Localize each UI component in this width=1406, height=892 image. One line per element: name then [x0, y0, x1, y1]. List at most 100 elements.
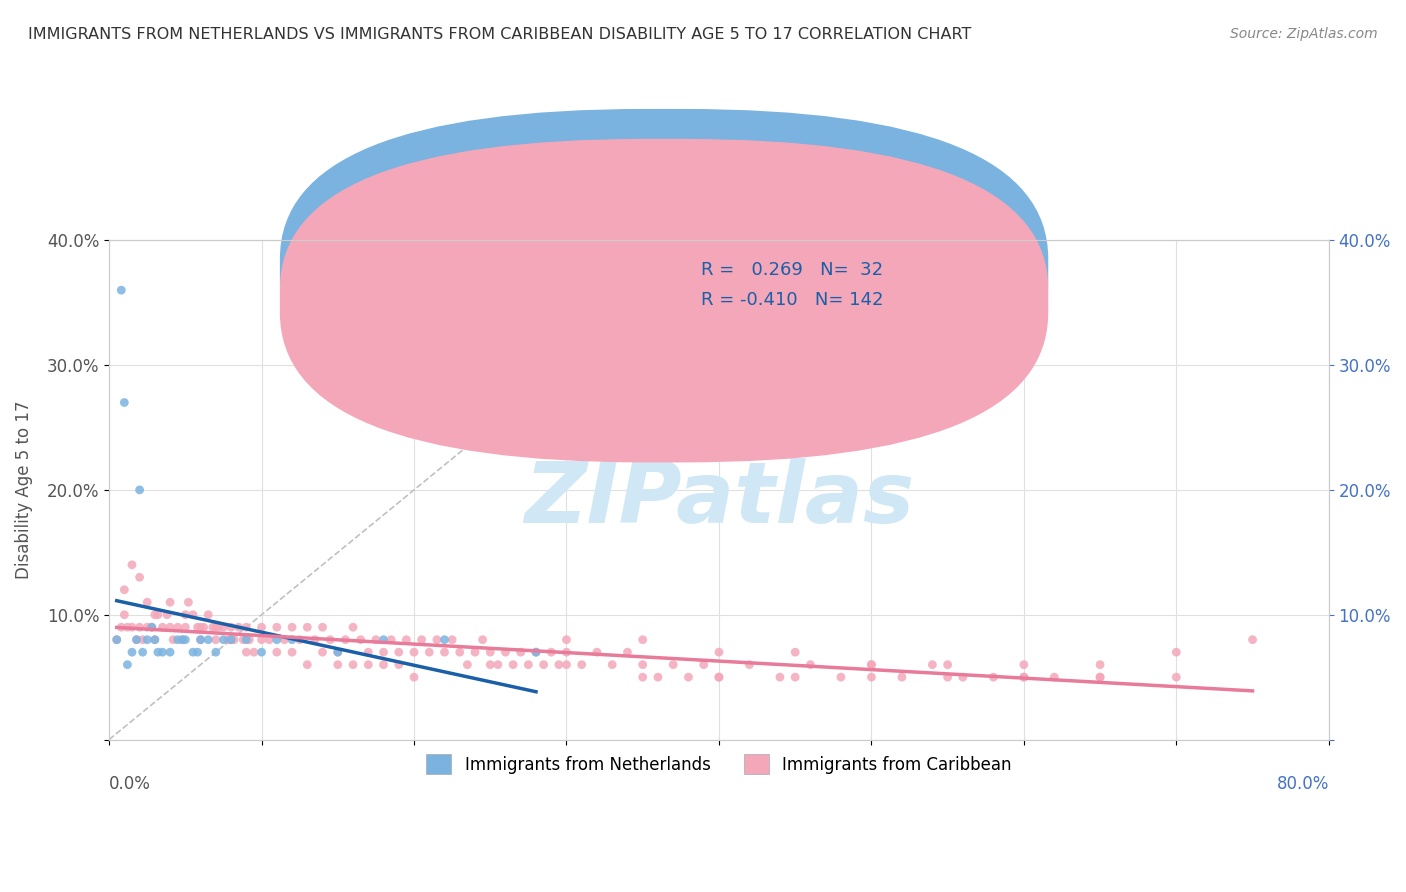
Point	[441, 632, 464, 647]
Point	[707, 670, 730, 684]
Point	[143, 607, 166, 622]
Point	[190, 632, 212, 647]
Point	[1088, 670, 1111, 684]
Point	[555, 645, 578, 659]
Point	[212, 632, 235, 647]
Point	[117, 657, 139, 672]
Point	[162, 632, 184, 647]
Point	[319, 632, 342, 647]
FancyBboxPatch shape	[280, 139, 1049, 462]
Point	[177, 595, 200, 609]
FancyBboxPatch shape	[621, 248, 1012, 325]
Point	[152, 620, 174, 634]
Point	[662, 657, 685, 672]
Point	[464, 645, 486, 659]
Point	[738, 657, 761, 672]
Point	[1166, 670, 1188, 684]
FancyBboxPatch shape	[280, 109, 1049, 433]
Point	[426, 632, 449, 647]
Point	[159, 595, 181, 609]
Point	[547, 657, 569, 672]
Point	[186, 645, 208, 659]
Point	[219, 632, 242, 647]
Point	[235, 645, 257, 659]
Point	[373, 645, 395, 659]
Point	[136, 632, 159, 647]
Point	[517, 657, 540, 672]
Point	[983, 670, 1005, 684]
Point	[449, 645, 471, 659]
Point	[125, 632, 148, 647]
Point	[936, 657, 959, 672]
Point	[486, 657, 509, 672]
Point	[707, 645, 730, 659]
Text: ZIPatlas: ZIPatlas	[524, 458, 914, 541]
Point	[156, 607, 179, 622]
Point	[235, 632, 257, 647]
Point	[219, 632, 242, 647]
Point	[860, 670, 883, 684]
Point	[297, 620, 319, 634]
Point	[273, 632, 295, 647]
Point	[678, 670, 700, 684]
Point	[141, 620, 163, 634]
Point	[373, 657, 395, 672]
Point	[388, 657, 411, 672]
Point	[128, 620, 150, 634]
Point	[172, 632, 194, 647]
Point	[364, 632, 387, 647]
Point	[131, 645, 153, 659]
Point	[266, 620, 288, 634]
Point	[586, 645, 609, 659]
Point	[616, 645, 638, 659]
Point	[174, 607, 197, 622]
Point	[136, 620, 159, 634]
Point	[186, 620, 208, 634]
Point	[146, 607, 169, 622]
Text: Source: ZipAtlas.com: Source: ZipAtlas.com	[1230, 27, 1378, 41]
Text: 80.0%: 80.0%	[1277, 774, 1329, 792]
Point	[235, 620, 257, 634]
Point	[631, 657, 654, 672]
Text: 0.0%: 0.0%	[110, 774, 150, 792]
Point	[456, 657, 478, 672]
Point	[388, 645, 411, 659]
Point	[402, 645, 425, 659]
Point	[342, 620, 364, 634]
Point	[224, 632, 246, 647]
Point	[357, 645, 380, 659]
Point	[166, 632, 188, 647]
Point	[433, 645, 456, 659]
Point	[326, 645, 349, 659]
Point	[326, 657, 349, 672]
Point	[479, 645, 502, 659]
Point	[190, 632, 212, 647]
Point	[890, 670, 912, 684]
Point	[152, 645, 174, 659]
Point	[1012, 670, 1035, 684]
Point	[190, 620, 212, 634]
Point	[174, 632, 197, 647]
Point	[1088, 657, 1111, 672]
Point	[471, 632, 494, 647]
Point	[181, 645, 204, 659]
Point	[205, 620, 228, 634]
Point	[181, 607, 204, 622]
Point	[250, 632, 273, 647]
Point	[921, 657, 943, 672]
Point	[524, 645, 547, 659]
Point	[143, 632, 166, 647]
Point	[281, 645, 304, 659]
Point	[193, 620, 215, 634]
Point	[201, 620, 224, 634]
Point	[110, 620, 132, 634]
Point	[402, 670, 425, 684]
Point	[128, 483, 150, 497]
Point	[112, 607, 135, 622]
Point	[110, 283, 132, 297]
Point	[1043, 670, 1066, 684]
Point	[769, 670, 792, 684]
Point	[342, 657, 364, 672]
Point	[266, 645, 288, 659]
Point	[232, 632, 254, 647]
